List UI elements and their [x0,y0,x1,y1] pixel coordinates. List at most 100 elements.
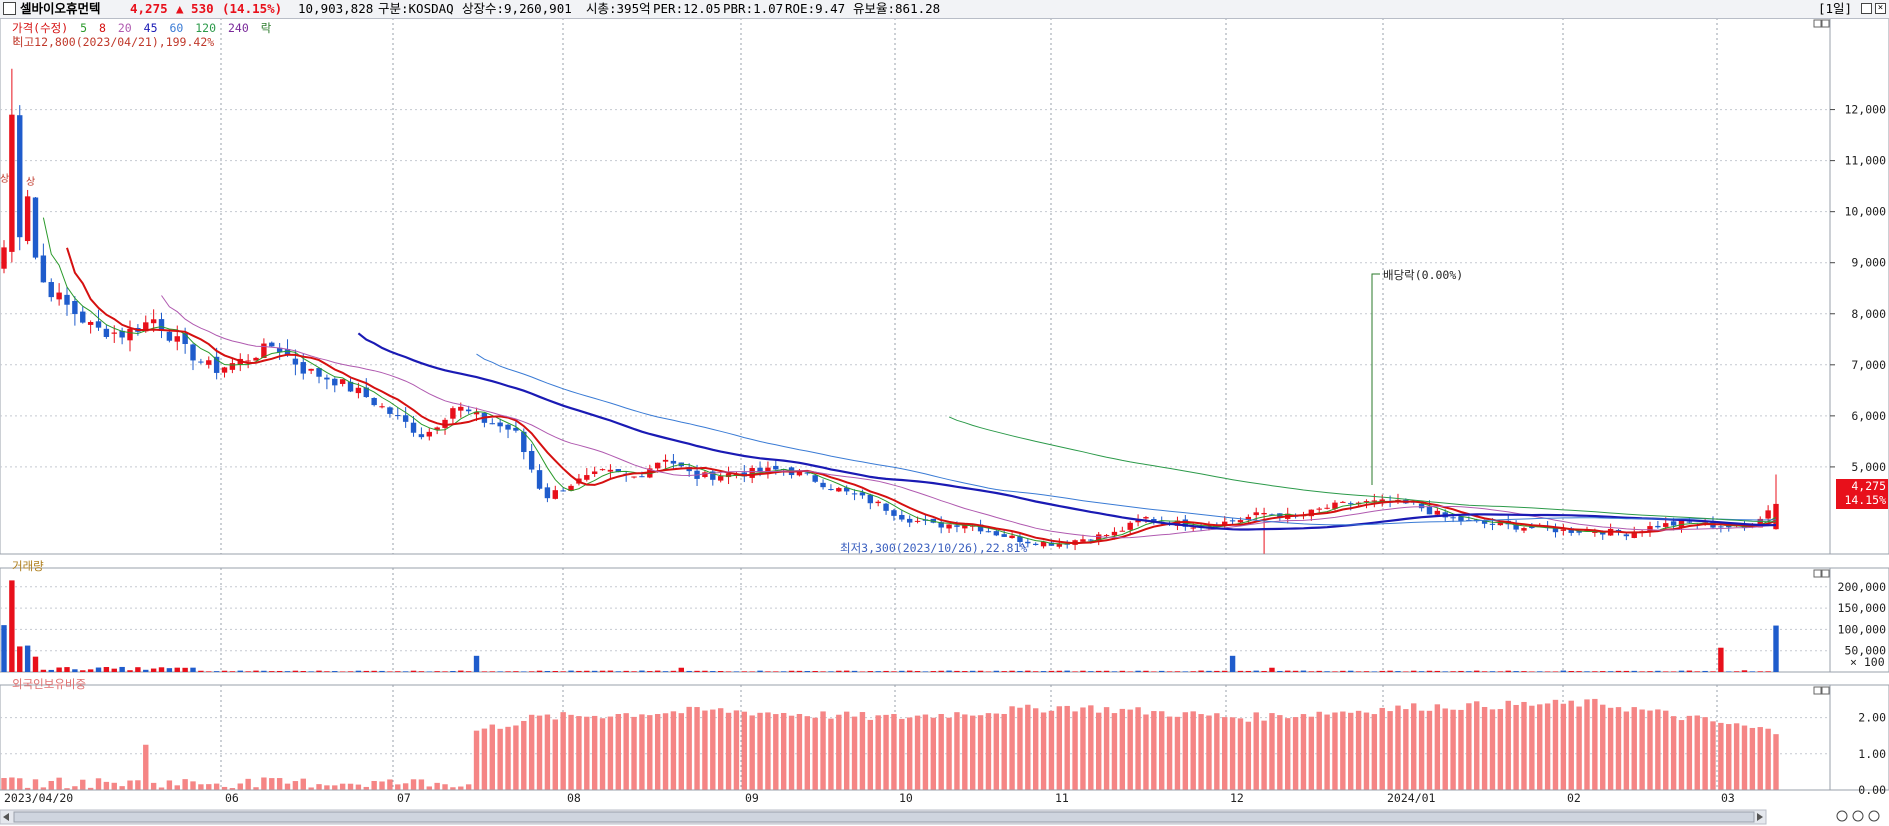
candle-body [1678,520,1685,528]
volume-bar [1111,671,1118,672]
legend-ex-rights[interactable]: 락 [260,21,272,35]
candle-body [521,431,527,453]
foreign-bar [1261,720,1267,790]
candle-body [72,300,78,315]
foreign-bar [387,779,393,790]
candle-body [584,475,590,480]
candle-body [300,362,306,374]
volume-bar [229,671,236,672]
foreign-bar [1332,712,1338,790]
legend-ma240[interactable]: 240 [227,21,249,35]
candle-body [1001,534,1007,537]
candle-body [347,381,354,392]
volume-bar [1655,670,1661,672]
foreign-bar [725,712,732,790]
candle-body [930,518,937,523]
foreign-bar [1521,701,1527,790]
foreign-bar [828,718,834,790]
legend-ma60[interactable]: 60 [169,21,184,35]
volume-bar [1237,670,1244,672]
volume-bar [883,670,889,672]
candle-body [1025,541,1031,544]
volume-bar [1403,671,1409,672]
volume-bar [458,670,464,672]
foreign-bar [1269,713,1275,790]
checkbox-icon[interactable] [3,2,16,15]
foreign-bar [899,718,905,790]
candle-body [859,492,866,496]
foreign-bar [206,784,212,790]
legend-ma45[interactable]: 45 [143,21,158,35]
candle-body [221,367,228,373]
foreign-bar [1009,706,1015,790]
reserve-ratio: 유보율:861.28 [853,1,941,16]
legend-ma20[interactable]: 20 [117,21,132,35]
candle-body [1119,530,1126,532]
candle-body [560,490,566,492]
candle-body [284,349,291,355]
price-tick-label: 7,000 [1851,358,1886,372]
volume-bar [1009,670,1015,672]
volume-bar [434,671,440,672]
candle-body [87,322,94,325]
volume-bar [1064,670,1070,672]
candle-body [843,487,850,492]
foreign-bar [40,787,47,790]
legend-price[interactable]: 가격(수정) [12,21,69,35]
volume-bar [237,670,243,672]
candle-body [725,473,732,478]
candle-body [875,501,881,504]
foreign-bar [458,786,464,790]
volume-tick-label: 200,000 [1838,580,1887,594]
volume-bar [552,671,558,672]
legend-ma5[interactable]: 5 [80,21,88,35]
candle-body [379,406,385,408]
candle-body [1269,514,1275,516]
volume-bar [1292,670,1299,672]
candle-body [1450,517,1456,519]
volume-bar [1253,670,1259,672]
foreign-bar [32,779,39,790]
volume-bar [962,671,968,672]
legend-ma8[interactable]: 8 [98,21,106,35]
zoom-out-icon [1836,810,1848,822]
candle-body [1513,524,1519,530]
volume-bar [363,670,369,672]
candle-body [245,360,251,362]
foreign-bar [521,720,527,790]
volume-bar [87,669,94,672]
candle-body [686,467,692,472]
candle-body [1481,520,1488,524]
legend-ma120[interactable]: 120 [195,21,217,35]
stock-name[interactable]: 셀바이오휴먼텍 [20,1,101,16]
volume-bar [584,670,590,672]
volume-bar [938,670,944,672]
candle-body [765,467,771,473]
foreign-bar [17,778,23,790]
foreign-bar [450,787,456,790]
candle-body [111,332,117,334]
volume-bar [568,670,574,672]
volume-bar [1332,671,1338,672]
foreign-bar [993,713,1000,790]
market-type: 구분:KOSDAQ [378,1,454,16]
foreign-bar [1190,711,1196,790]
volume-bar [773,671,779,672]
ma45-line [357,332,1777,531]
candle-body [1340,501,1346,503]
price-change-pct: (14.15%) [222,1,283,16]
volume-bar [1458,670,1464,672]
volume-bar [1537,671,1543,672]
foreign-bar [1552,699,1559,790]
header-bar: 셀바이오휴먼텍 4,275 ▲ 530 (14.15%) 10,903,828 … [0,0,1889,19]
period-button[interactable]: [1일] [1818,1,1853,16]
x-tick-label: 07 [397,791,411,805]
foreign-bar [87,787,94,790]
volume-bar [95,667,102,672]
candle-body [40,255,47,283]
close-icon[interactable]: × [1875,3,1886,14]
candle-body [17,115,23,238]
foreign-bar [623,713,629,790]
maximize-icon[interactable] [1861,3,1872,14]
candle-body [528,450,535,470]
